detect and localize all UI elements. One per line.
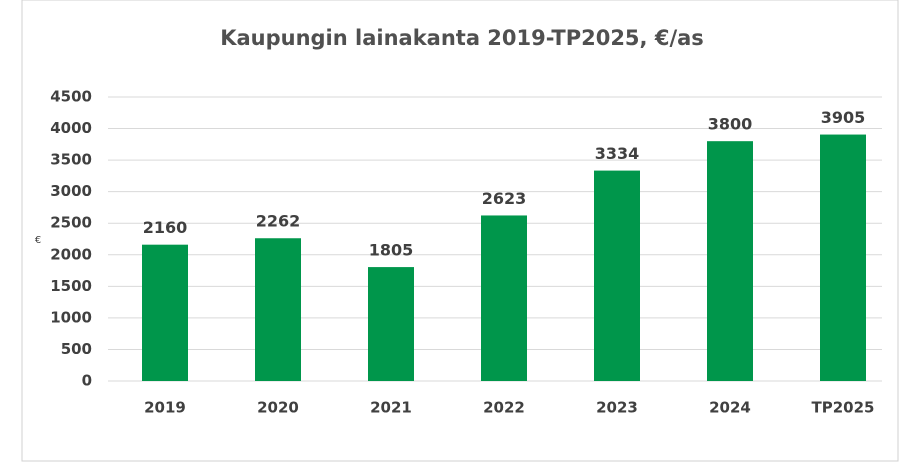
y-tick-label: 500	[61, 340, 92, 358]
bar	[707, 141, 753, 381]
y-tick-label: 4000	[50, 119, 92, 137]
data-label: 3905	[821, 108, 866, 127]
y-tick-label: 3000	[50, 182, 92, 200]
x-tick-label: 2021	[370, 399, 412, 417]
data-label: 1805	[369, 241, 414, 260]
y-tick-label: 4500	[50, 88, 92, 106]
data-label: 3800	[708, 115, 753, 134]
bar	[255, 238, 301, 381]
x-tick-label: 2020	[257, 399, 299, 417]
x-tick-label: 2022	[483, 399, 525, 417]
y-tick-label: 1000	[50, 308, 92, 326]
data-label: 2623	[482, 189, 527, 208]
y-tick-label: 2000	[50, 245, 92, 263]
x-tick-label: TP2025	[812, 399, 875, 417]
x-tick-label: 2024	[709, 399, 751, 417]
bar	[820, 134, 866, 381]
y-tick-label: 0	[82, 372, 92, 390]
y-tick-label: 2500	[50, 214, 92, 232]
bar	[594, 170, 640, 381]
data-label: 2160	[143, 218, 188, 237]
bar	[142, 244, 188, 381]
y-axis-label: €	[35, 235, 41, 246]
data-label: 3334	[595, 144, 640, 163]
bar	[481, 215, 527, 381]
data-label: 2262	[256, 212, 301, 231]
x-tick-label: 2019	[144, 399, 186, 417]
chart-title: Kaupungin lainakanta 2019-TP2025, €/as	[220, 26, 704, 50]
x-tick-label: 2023	[596, 399, 638, 417]
y-tick-label: 1500	[50, 277, 92, 295]
bar	[368, 267, 414, 381]
chart-border	[21, 0, 899, 462]
y-tick-label: 3500	[50, 151, 92, 169]
